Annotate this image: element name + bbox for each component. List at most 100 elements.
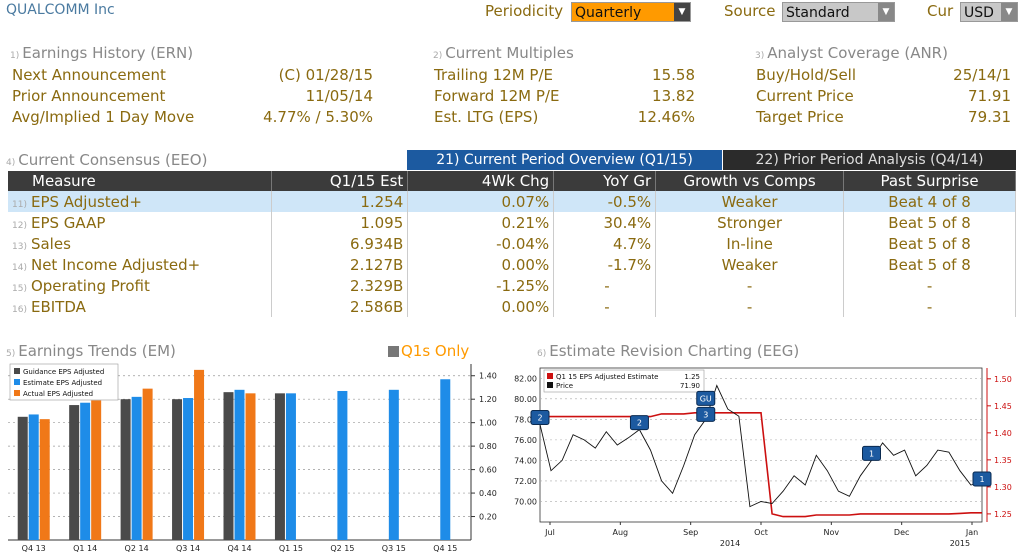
event-marker-box: [696, 390, 716, 406]
q1s-only-label: Q1s Only: [401, 342, 470, 360]
q1s-only-toggle[interactable]: Q1s Only: [388, 342, 469, 360]
legend-value: 1.25: [684, 373, 700, 381]
bar-guidance-eps-adjusted: [172, 399, 183, 540]
row-number: 14): [12, 262, 27, 273]
table-row[interactable]: 13) Sales 6.934B -0.04% 4.7% In-line Beat…: [8, 233, 1016, 254]
current-multiples-header: 2) Current Multiples: [433, 44, 574, 62]
chg-cell: 0.21%: [407, 212, 555, 233]
col-header-estimate[interactable]: Q1/15 Est: [271, 171, 409, 191]
table-row[interactable]: 15) Operating Profit 2.329B -1.25% - - -: [8, 275, 1016, 296]
x-tick-label: Q4 15: [433, 544, 457, 553]
left-y-tick-label: 78.00: [514, 415, 537, 424]
comps-cell: -: [655, 296, 845, 317]
bar-guidance-eps-adjusted: [223, 392, 234, 540]
right-y-tick-label: 1.45: [994, 402, 1012, 411]
legend-value: 71.90: [680, 382, 700, 390]
row-number: 12): [12, 220, 27, 231]
bar-guidance-eps-adjusted: [17, 416, 28, 540]
bar-estimate-eps-adjusted: [183, 398, 194, 540]
yoy-cell: -0.5%: [553, 191, 657, 212]
prior-announcement-value: 11/05/14: [305, 87, 373, 105]
event-marker: 1: [972, 471, 992, 487]
table-row[interactable]: 16) EBITDA 2.586B 0.00% - - -: [8, 296, 1016, 317]
left-y-tick-label: 74.00: [514, 456, 537, 465]
comps-cell: In-line: [655, 233, 845, 254]
currency-dropdown[interactable]: USD ▼: [960, 2, 1018, 22]
x-tick-label: Aug: [613, 528, 629, 537]
col-header-yoy[interactable]: YoY Gr: [553, 171, 657, 191]
source-dropdown[interactable]: Standard ▼: [782, 2, 895, 22]
y-tick-label: 0.40: [479, 489, 497, 498]
x-tick-label: Q2 15: [330, 544, 354, 553]
earnings-trends-header[interactable]: 5) Earnings Trends (EM): [6, 342, 176, 360]
next-announcement-value: (C) 01/28/15: [278, 66, 373, 84]
section-number: 3): [755, 51, 765, 61]
buy-hold-sell-label: Buy/Hold/Sell: [756, 66, 857, 84]
surprise-cell: Beat 5 of 8: [843, 254, 1016, 275]
event-marker-box: [629, 415, 649, 431]
legend-label: Q1 15 EPS Adjusted Estimate: [556, 373, 658, 381]
col-header-comps[interactable]: Growth vs Comps: [655, 171, 845, 191]
bar-actual-eps-adjusted: [245, 393, 256, 540]
target-price-value: 79.31: [968, 108, 1011, 126]
table-row[interactable]: 11) EPS Adjusted+ 1.254 0.07% -0.5% Weake…: [8, 191, 1016, 212]
table-row[interactable]: 14) Net Income Adjusted+ 2.127B 0.00% -1.…: [8, 254, 1016, 275]
estimate-cell: 2.127B: [271, 254, 409, 275]
col-header-4wk-chg[interactable]: 4Wk Chg: [407, 171, 555, 191]
right-y-tick-label: 1.25: [994, 510, 1012, 519]
event-marker: 3: [696, 406, 716, 422]
legend-swatch: [14, 368, 20, 374]
section-title: Estimate Revision Charting (EEG): [549, 342, 800, 360]
prior-announcement-label: Prior Announcement: [12, 87, 166, 105]
bar-estimate-eps-adjusted: [80, 402, 91, 540]
chg-cell: 0.00%: [407, 296, 555, 317]
surprise-cell: Beat 5 of 8: [843, 233, 1016, 254]
bar-actual-eps-adjusted: [142, 388, 153, 540]
earnings-history-header[interactable]: 1) Earnings History (ERN): [10, 44, 193, 62]
x-sub-label: 2015: [950, 539, 970, 548]
trailing-pe-value: 15.58: [652, 66, 695, 84]
left-y-tick-label: 70.00: [514, 497, 537, 506]
table-row[interactable]: 12) EPS GAAP 1.095 0.21% 30.4% Stronger B…: [8, 212, 1016, 233]
col-header-surprise[interactable]: Past Surprise: [843, 171, 1016, 191]
x-tick-label: Q1 15: [279, 544, 303, 553]
row-number: 11): [12, 199, 27, 210]
estimate-revision-header[interactable]: 6) Estimate Revision Charting (EEG): [537, 342, 799, 360]
right-y-tick-label: 1.40: [994, 429, 1012, 438]
legend-swatch: [547, 382, 553, 388]
day-move-value: 4.77% / 5.30%: [263, 108, 373, 126]
left-y-tick-label: 76.00: [514, 436, 537, 445]
y-tick-label: 0.20: [479, 513, 497, 522]
source-value: Standard: [786, 5, 850, 21]
chart-legend: Q1 15 EPS Adjusted Estimate 1.25 Price 71.9…: [543, 369, 705, 393]
chevron-down-icon: ▼: [1001, 3, 1017, 21]
left-y-tick-label: 80.00: [514, 395, 537, 404]
tab-prior-period[interactable]: 22) Prior Period Analysis (Q4/14): [723, 150, 1016, 170]
section-number: 1): [10, 51, 20, 61]
col-header-measure[interactable]: Measure: [8, 171, 273, 191]
chg-cell: 0.07%: [407, 191, 555, 212]
comps-cell: Weaker: [655, 191, 845, 212]
event-marker-label: 1: [979, 475, 984, 484]
section-number: 2): [433, 51, 443, 61]
section-title: Earnings History (ERN): [22, 44, 194, 62]
tab-current-period[interactable]: 21) Current Period Overview (Q1/15): [407, 150, 722, 170]
comps-cell: Weaker: [655, 254, 845, 275]
y-tick-label: 1.00: [479, 419, 497, 428]
y-tick-label: 0.80: [479, 442, 497, 451]
y-tick-label: 1.20: [479, 395, 497, 404]
event-marker: 2: [530, 409, 550, 425]
ltg-label: Est. LTG (EPS): [434, 108, 539, 126]
legend-swatch: [547, 373, 553, 379]
chevron-down-icon: ▼: [878, 3, 894, 21]
analyst-coverage-header[interactable]: 3) Analyst Coverage (ANR): [755, 44, 948, 62]
forward-pe-value: 13.82: [652, 87, 695, 105]
y-tick-label: 0.60: [479, 466, 497, 475]
section-title: Current Multiples: [445, 44, 574, 62]
currency-label: Cur: [927, 2, 954, 20]
x-tick-label: Q3 15: [382, 544, 406, 553]
estimate-cell: 1.095: [271, 212, 409, 233]
consensus-header[interactable]: 4) Current Consensus (EEO): [6, 151, 207, 169]
bar-estimate-eps-adjusted: [337, 390, 348, 540]
periodicity-dropdown[interactable]: Quarterly ▼: [571, 2, 691, 22]
